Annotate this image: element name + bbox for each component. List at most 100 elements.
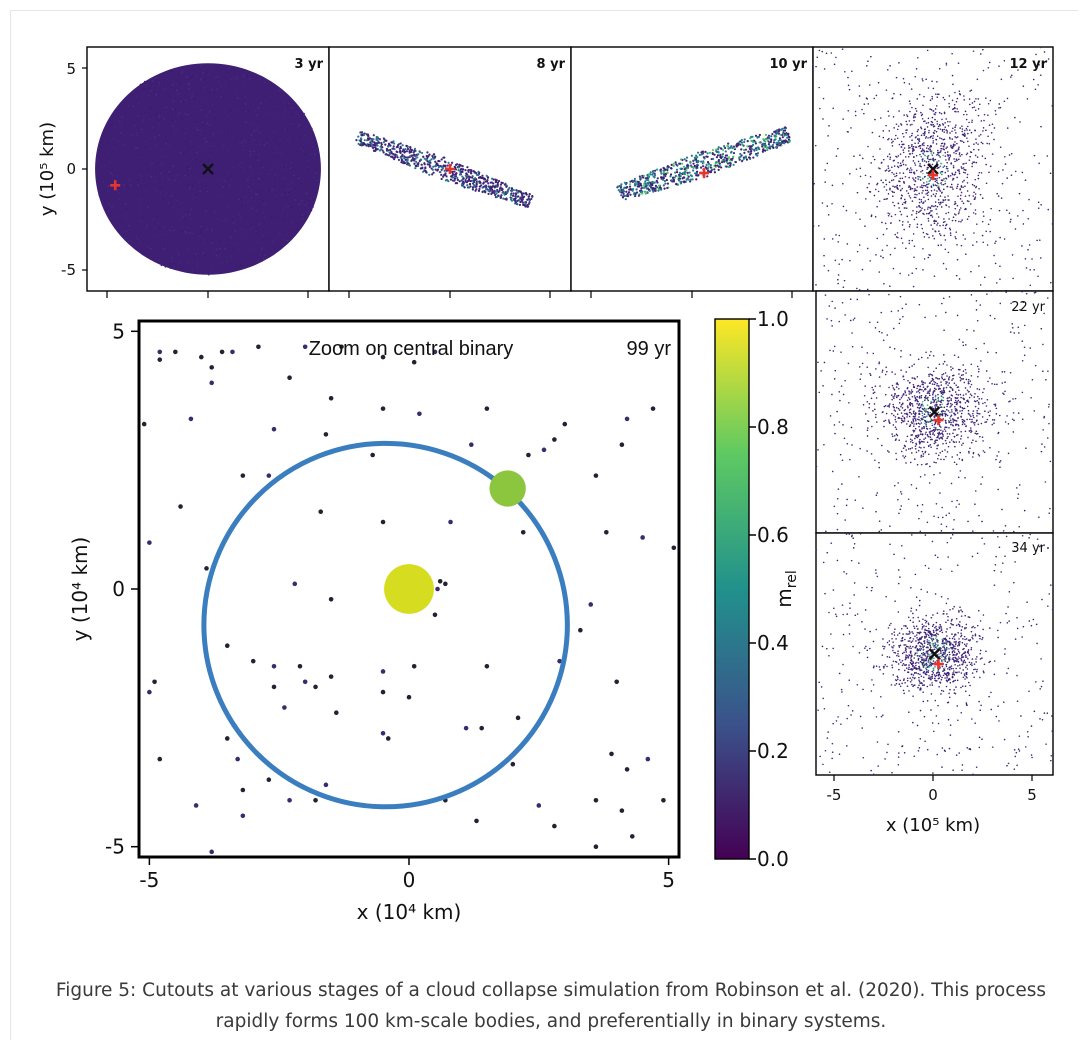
cloud-particle bbox=[255, 192, 257, 195]
cloud-particle bbox=[942, 354, 945, 356]
cloud-particle bbox=[956, 409, 958, 412]
cloud-particle bbox=[478, 187, 481, 191]
cloud-particle bbox=[484, 191, 487, 194]
cloud-particle bbox=[921, 380, 923, 382]
cloud-particle bbox=[926, 233, 929, 236]
cloud-particle bbox=[683, 158, 686, 161]
cloud-particle bbox=[953, 174, 956, 176]
cloud-particle bbox=[510, 190, 513, 193]
cloud-particle bbox=[185, 118, 188, 121]
cloud-particle bbox=[884, 170, 887, 172]
cloud-particle bbox=[908, 185, 911, 187]
cloud-particle bbox=[673, 176, 676, 179]
cloud-particle bbox=[940, 202, 942, 204]
cloud-particle bbox=[898, 62, 900, 64]
cloud-particle bbox=[739, 152, 742, 156]
cloud-particle bbox=[945, 212, 947, 215]
cloud-particle bbox=[923, 438, 925, 441]
cloud-particle bbox=[895, 458, 898, 461]
cloud-particle bbox=[903, 81, 906, 84]
cloud-particle bbox=[862, 507, 864, 510]
cloud-particle bbox=[954, 202, 957, 205]
cloud-particle bbox=[940, 192, 943, 194]
cloud-particle bbox=[873, 158, 876, 161]
cloud-particle bbox=[925, 431, 927, 434]
cloud-particle bbox=[944, 151, 947, 154]
cloud-particle bbox=[892, 195, 894, 198]
cloud-particle bbox=[655, 179, 658, 182]
cloud-particle bbox=[847, 76, 849, 79]
cloud-particle bbox=[878, 135, 881, 138]
cloud-particle bbox=[942, 297, 945, 300]
cloud-particle bbox=[960, 191, 963, 194]
cloud-particle bbox=[242, 108, 245, 111]
cloud-particle bbox=[958, 503, 960, 505]
cloud-particle bbox=[987, 114, 989, 116]
cloud-particle bbox=[958, 209, 961, 211]
cloud-particle bbox=[916, 186, 919, 188]
cloud-particle bbox=[921, 412, 924, 415]
cloud-particle bbox=[941, 393, 944, 396]
cloud-particle bbox=[1014, 116, 1016, 119]
cloud-particle bbox=[510, 187, 514, 190]
cloud-particle bbox=[644, 182, 647, 185]
cloud-particle bbox=[912, 429, 914, 432]
cloud-particle bbox=[115, 133, 118, 136]
cloud-particle bbox=[934, 398, 937, 401]
cloud-particle bbox=[199, 64, 202, 67]
cloud-particle bbox=[990, 207, 992, 210]
cloud-particle bbox=[918, 201, 921, 204]
cloud-particle bbox=[842, 393, 845, 396]
cloud-particle bbox=[113, 138, 116, 141]
cloud-particle bbox=[973, 161, 976, 164]
cloud-particle bbox=[261, 166, 264, 169]
cloud-particle bbox=[119, 126, 121, 129]
cloud-particle bbox=[956, 258, 959, 261]
cloud-particle bbox=[966, 113, 968, 116]
cloud-particle bbox=[954, 409, 957, 412]
cloud-particle bbox=[380, 143, 383, 146]
cloud-particle bbox=[886, 334, 889, 336]
cloud-particle bbox=[888, 404, 890, 407]
cloud-particle bbox=[923, 144, 925, 147]
cloud-particle bbox=[911, 214, 913, 216]
cloud-particle bbox=[833, 505, 836, 508]
cloud-particle bbox=[944, 430, 947, 432]
cloud-particle bbox=[1034, 291, 1037, 294]
cloud-particle bbox=[920, 403, 923, 406]
cloud-particle bbox=[918, 446, 921, 448]
cloud-particle bbox=[945, 455, 947, 458]
cloud-particle bbox=[1038, 63, 1040, 66]
cloud-particle bbox=[717, 150, 720, 153]
cloud-particle bbox=[683, 180, 686, 183]
cloud-particle bbox=[699, 166, 703, 169]
cloud-particle bbox=[949, 186, 952, 188]
cloud-particle bbox=[263, 203, 266, 206]
cloud-particle bbox=[211, 229, 213, 232]
cloud-particle bbox=[749, 145, 752, 148]
cloud-particle bbox=[923, 209, 926, 211]
cloud-particle bbox=[205, 122, 208, 125]
cloud-particle bbox=[170, 135, 172, 138]
cloud-particle bbox=[945, 177, 947, 180]
cloud-particle bbox=[497, 190, 500, 194]
cloud-particle bbox=[870, 453, 873, 455]
cloud-particle bbox=[116, 175, 119, 177]
cloud-particle bbox=[116, 162, 119, 165]
cloud-particle bbox=[158, 113, 160, 116]
cloud-particle bbox=[524, 205, 527, 208]
cloud-particle bbox=[707, 162, 711, 166]
cloud-particle bbox=[921, 227, 924, 230]
cloud-particle bbox=[232, 235, 235, 238]
cloud-particle bbox=[943, 428, 946, 430]
cloud-particle bbox=[918, 93, 921, 96]
cloud-particle bbox=[426, 160, 429, 163]
cloud-particle bbox=[958, 171, 961, 173]
cloud-particle bbox=[911, 143, 913, 146]
cloud-particle bbox=[247, 200, 249, 203]
cloud-particle bbox=[910, 483, 913, 486]
cloud-particle bbox=[679, 180, 682, 183]
cloud-particle bbox=[201, 263, 204, 266]
cloud-particle bbox=[143, 216, 146, 219]
cloud-particle bbox=[896, 395, 898, 397]
